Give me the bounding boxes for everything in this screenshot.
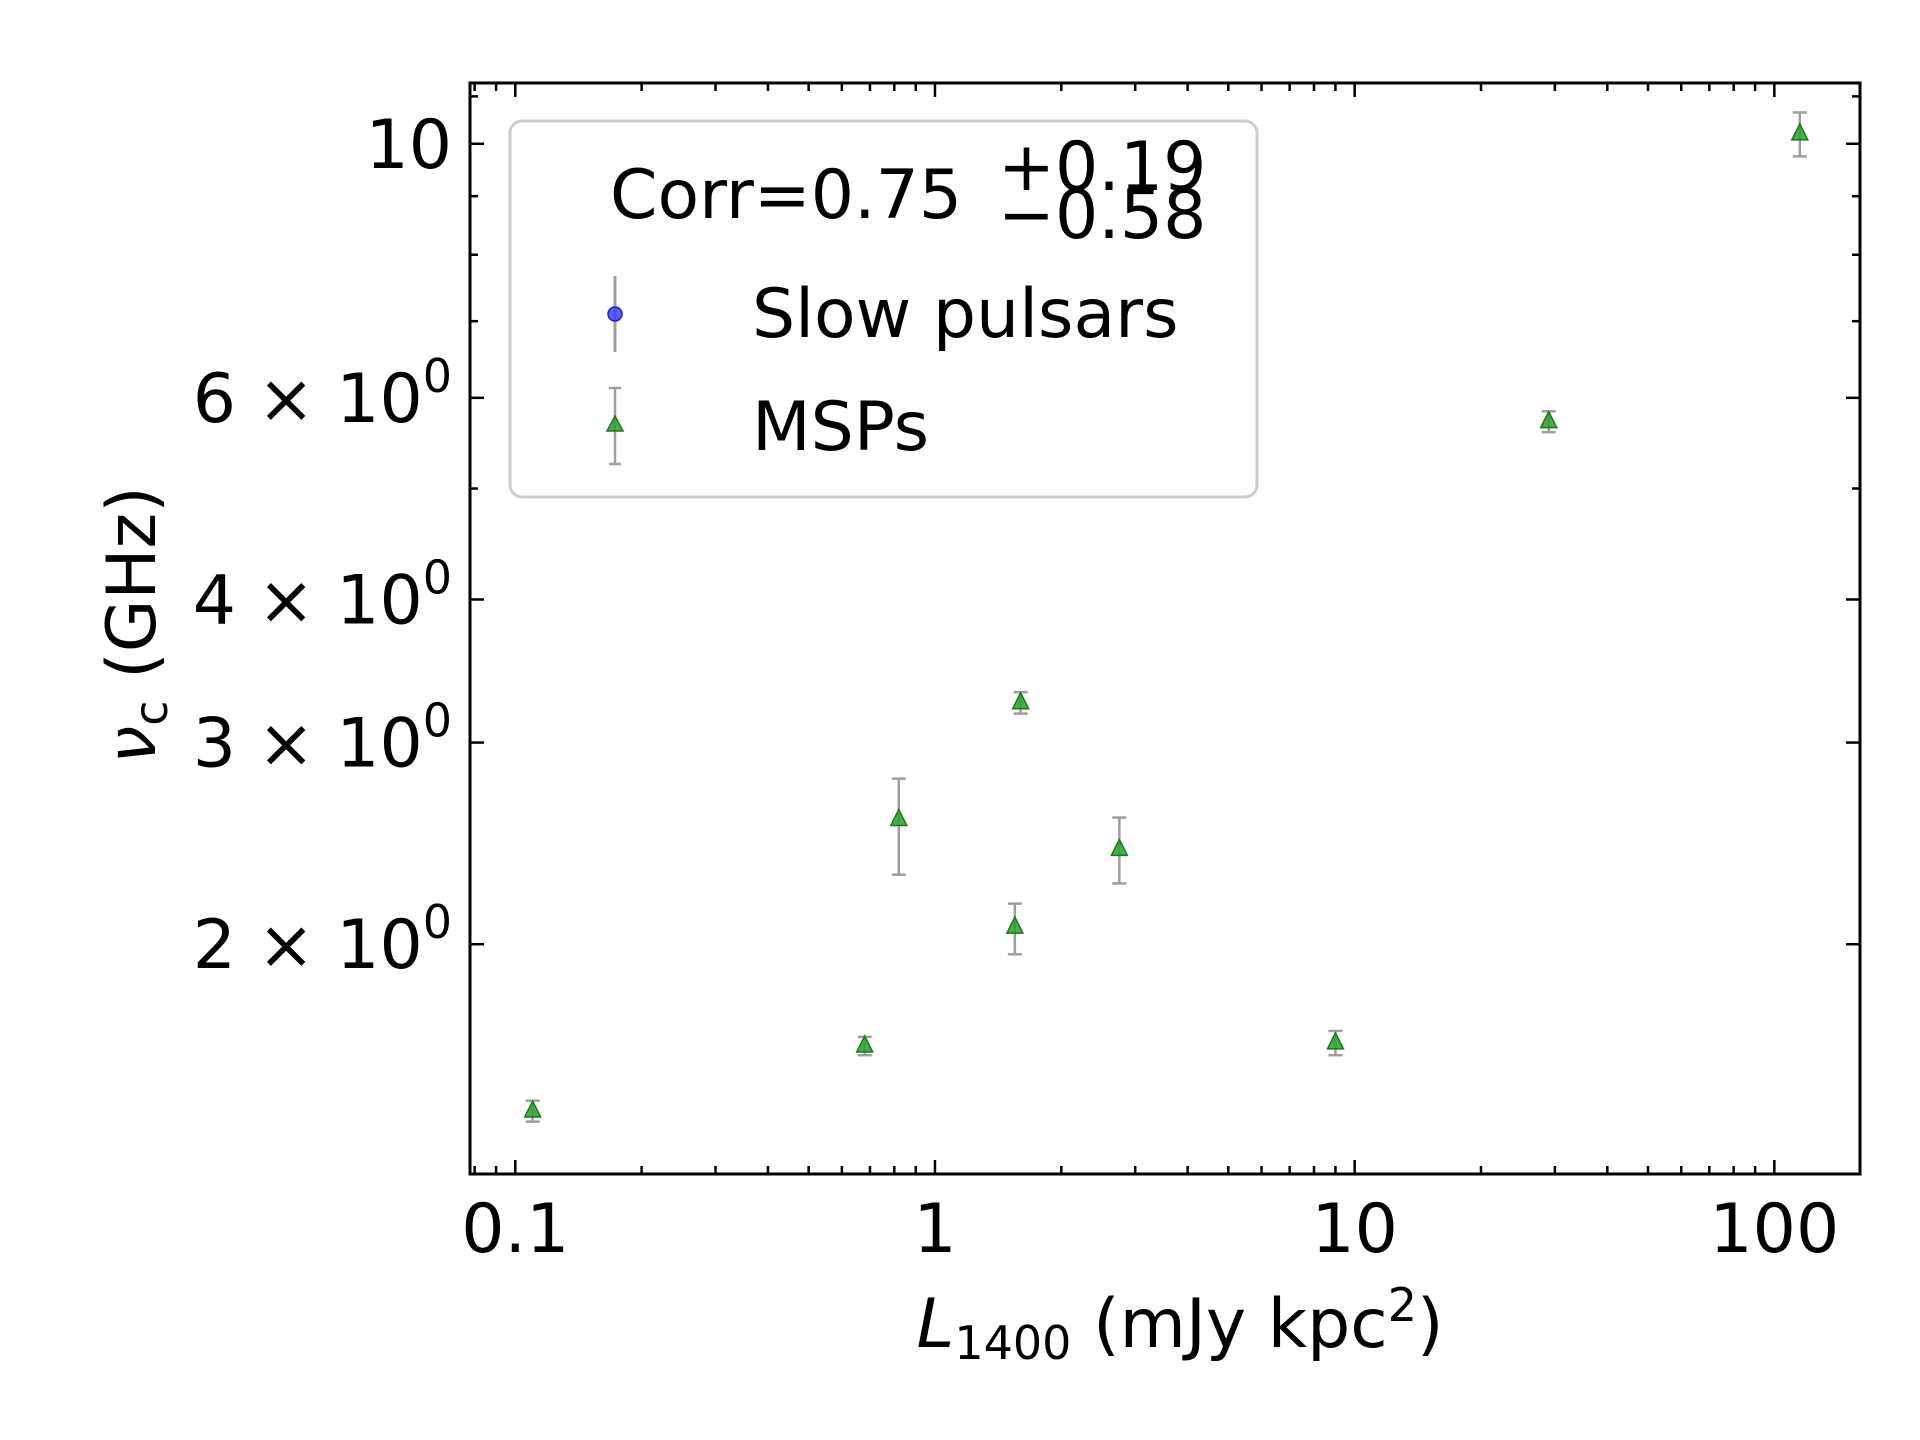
y-tick-label: 10 [365,106,452,185]
y-tick-label-exponent: 0 [423,349,452,403]
legend: Corr=0.75 +0.19 −0.58 Slow pulsars MSPs [508,119,1259,499]
data-point [1326,1029,1345,1057]
x-tick-label: 0.1 [461,1190,569,1269]
x-axis-label-symbol: L [916,1285,954,1364]
data-point [855,1034,874,1057]
data-point [1011,690,1030,715]
data-point [1005,902,1025,956]
x-tick-label: 100 [1709,1190,1839,1269]
data-point-marker [1110,837,1129,857]
data-point [523,1099,542,1123]
legend-slow-pulsars-marker [607,306,623,322]
data-point-marker [855,1034,874,1053]
x-tick-label: 1 [913,1190,956,1269]
legend-title-sup: +0.19 [998,128,1206,207]
legend-msps-label: MSPs [752,388,929,467]
y-axis-label: νc (GHz) [93,486,178,763]
legend-msps-marker [605,414,625,432]
y-tick-label-exponent: 0 [423,694,452,748]
x-axis-label: L1400 (mJy kpc2) [916,1278,1443,1370]
legend-title: Corr=0.75 [610,156,962,235]
x-tick-labels: 0.1 1 10 100 [461,1190,1839,1269]
legend-title-prefix: Corr=0.75 [610,156,962,235]
legend-entry-slow-pulsars: Slow pulsars [607,275,1179,354]
data-point [1790,111,1810,158]
y-tick-label: 3 × 100 [193,694,452,784]
data-point-marker [523,1099,542,1118]
legend-title-sub: −0.58 [998,176,1206,255]
y-tick-label-mantissa: 6 × 10 [193,360,423,439]
data-point-marker [1005,915,1025,934]
y-tick-label-mantissa: 3 × 10 [193,705,423,784]
data-point [1110,816,1129,885]
data-point-marker [1539,409,1558,429]
plot-frame [468,81,1862,1176]
x-tick-label: 10 [1311,1190,1398,1269]
y-axis-label-sub: c [124,700,178,725]
data-point-marker [889,807,909,827]
data-point-marker [1326,1031,1345,1050]
data-point-marker [1790,122,1810,141]
legend-box [508,119,1259,499]
x-axis-label-sub: 1400 [954,1316,1071,1370]
x-axis-label-end: ) [1417,1285,1444,1364]
y-tick-label: 4 × 100 [193,550,452,640]
x-axis-label-text: (mJy kpc [1071,1285,1387,1364]
y-tick-label-mantissa: 2 × 10 [193,906,423,985]
legend-slow-pulsars-label: Slow pulsars [752,275,1179,354]
y-tick-label-exponent: 0 [423,895,452,949]
legend-entry-msps: MSPs [605,386,929,467]
y-tick-label: 2 × 100 [193,895,452,985]
y-tick-label: 6 × 100 [193,349,452,439]
y-axis-label-text: (GHz) [93,486,172,700]
data-point-marker [1011,691,1030,710]
data-point [889,777,909,876]
x-axis-label-sup: 2 [1388,1278,1417,1332]
y-tick-label-exponent: 0 [423,550,452,604]
data-point [1539,409,1558,434]
data-points [523,111,1810,1123]
y-axis-label-symbol: ν [93,726,172,764]
y-tick-label-mantissa: 4 × 10 [193,561,423,640]
